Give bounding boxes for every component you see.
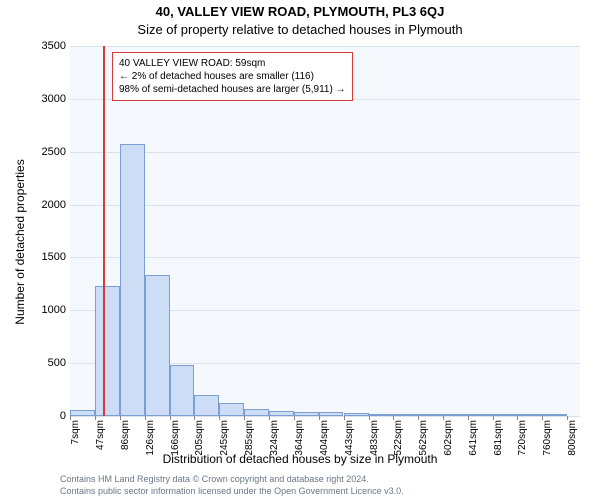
chart-subtitle: Size of property relative to detached ho… [0,22,600,37]
gridline [70,46,580,47]
y-tick-label: 1500 [26,251,66,263]
histogram-bar [468,414,493,416]
histogram-bar [393,414,418,416]
x-tick-label: 483sqm [369,420,380,480]
x-tick-label: 760sqm [542,420,553,480]
plot-area: 40 VALLEY VIEW ROAD: 59sqm ← 2% of detac… [70,46,580,416]
y-tick-label: 3000 [26,93,66,105]
annotation-line: ← 2% of detached houses are smaller (116… [119,70,346,83]
x-tick-label: 562sqm [418,420,429,480]
footer-text: Contains public sector information licen… [60,486,404,496]
gridline [70,152,580,153]
x-tick-label: 7sqm [70,420,81,480]
histogram-bar [170,365,194,416]
histogram-bar [244,409,268,416]
y-tick-label: 0 [26,410,66,422]
histogram-bar [344,413,369,416]
gridline [70,205,580,206]
x-tick-label: 602sqm [443,420,454,480]
x-tick-label: 47sqm [95,420,106,480]
y-axis-label: Number of detached properties [13,132,27,352]
histogram-bar [418,414,443,416]
page-title: 40, VALLEY VIEW ROAD, PLYMOUTH, PL3 6QJ [0,4,600,19]
y-tick-label: 2500 [26,146,66,158]
annotation-line: 40 VALLEY VIEW ROAD: 59sqm [119,57,346,70]
histogram-bar [369,414,393,416]
gridline [70,257,580,258]
histogram-bar [269,411,294,416]
histogram-bar [542,414,567,416]
x-tick-label: 404sqm [319,420,330,480]
x-tick-label: 86sqm [120,420,131,480]
x-tick-label: 641sqm [468,420,479,480]
histogram-bar [120,144,145,416]
histogram-bar [443,414,467,416]
x-tick-label: 126sqm [145,420,156,480]
histogram-bar [145,275,170,416]
x-tick-label: 285sqm [244,420,255,480]
x-tick-label: 324sqm [269,420,280,480]
histogram-bar [493,414,517,416]
histogram-bar [70,410,95,416]
marker-line [103,46,105,416]
x-tick-label: 205sqm [194,420,205,480]
y-tick-label: 500 [26,357,66,369]
histogram-bar [319,412,343,416]
x-tick-label: 720sqm [517,420,528,480]
histogram-bar [95,286,119,416]
histogram-bar [219,403,244,416]
x-tick-label: 443sqm [344,420,355,480]
histogram-bar [517,414,542,416]
x-tick-label: 166sqm [170,420,181,480]
gridline [70,416,580,417]
y-tick-label: 2000 [26,199,66,211]
x-tick-label: 364sqm [294,420,305,480]
histogram-bar [194,395,219,416]
annotation-line: 98% of semi-detached houses are larger (… [119,83,346,96]
x-tick-label: 681sqm [493,420,504,480]
histogram-bar [294,412,319,416]
y-tick-label: 3500 [26,40,66,52]
chart-container: 40, VALLEY VIEW ROAD, PLYMOUTH, PL3 6QJ … [0,0,600,500]
x-tick-label: 800sqm [567,420,578,480]
x-tick-label: 245sqm [219,420,230,480]
annotation-box: 40 VALLEY VIEW ROAD: 59sqm ← 2% of detac… [112,52,353,101]
x-tick-label: 522sqm [393,420,404,480]
y-tick-label: 1000 [26,304,66,316]
